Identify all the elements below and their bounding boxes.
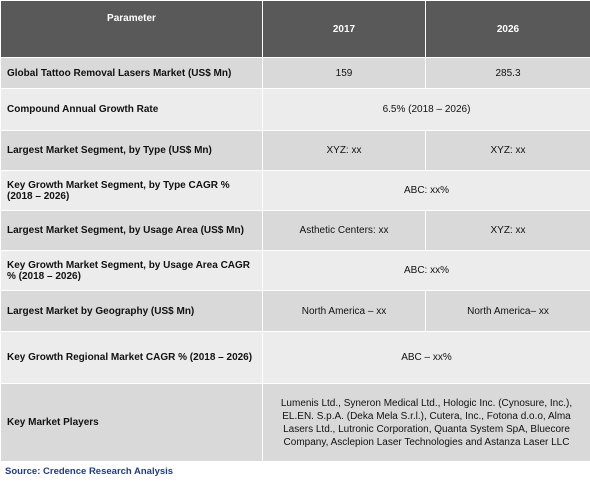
cell-value: Asthetic Centers: xx: [263, 211, 426, 251]
row-label: Largest Market by Geography (US$ Mn): [1, 291, 263, 332]
row-label: Key Growth Market Segment, by Type CAGR …: [1, 171, 263, 211]
table-row: Largest Market by Geography (US$ Mn)Nort…: [1, 291, 590, 332]
row-label: Compound Annual Growth Rate: [1, 89, 263, 131]
header-cell: Parameter: [1, 1, 263, 58]
table-row: Key Growth Market Segment, by Usage Area…: [1, 251, 590, 291]
cell-value: XYZ: xx: [263, 131, 426, 171]
cell-value: ABC: xx%: [263, 251, 590, 291]
table-row: Key Growth Market Segment, by Type CAGR …: [1, 171, 590, 211]
table-row: Global Tattoo Removal Lasers Market (US$…: [1, 58, 590, 89]
cell-value: North America– xx: [426, 291, 590, 332]
cell-value: XYZ: xx: [426, 211, 590, 251]
row-label: Key Growth Market Segment, by Usage Area…: [1, 251, 263, 291]
cell-value: North America – xx: [263, 291, 426, 332]
cell-value: ABC: xx%: [263, 171, 590, 211]
cell-value: 285.3: [426, 58, 590, 89]
cell-value: Lumenis Ltd., Syneron Medical Ltd., Holo…: [263, 384, 590, 462]
table-row: Key Growth Regional Market CAGR % (2018 …: [1, 332, 590, 384]
row-label: Key Market Players: [1, 384, 263, 462]
cell-value: XYZ: xx: [426, 131, 590, 171]
source-note: Source: Credence Research Analysis: [0, 462, 590, 482]
cell-value: ABC – xx%: [263, 332, 590, 384]
table-row: Largest Market Segment, by Type (US$ Mn)…: [1, 131, 590, 171]
header-cell: 2017: [263, 1, 426, 58]
row-label: Global Tattoo Removal Lasers Market (US$…: [1, 58, 263, 89]
row-label: Key Growth Regional Market CAGR % (2018 …: [1, 332, 263, 384]
row-label: Largest Market Segment, by Type (US$ Mn): [1, 131, 263, 171]
row-label: Largest Market Segment, by Usage Area (U…: [1, 211, 263, 251]
cell-value: 159: [263, 58, 426, 89]
header-cell: 2026: [426, 1, 590, 58]
cell-value: 6.5% (2018 – 2026): [263, 89, 590, 131]
table-row: Largest Market Segment, by Usage Area (U…: [1, 211, 590, 251]
